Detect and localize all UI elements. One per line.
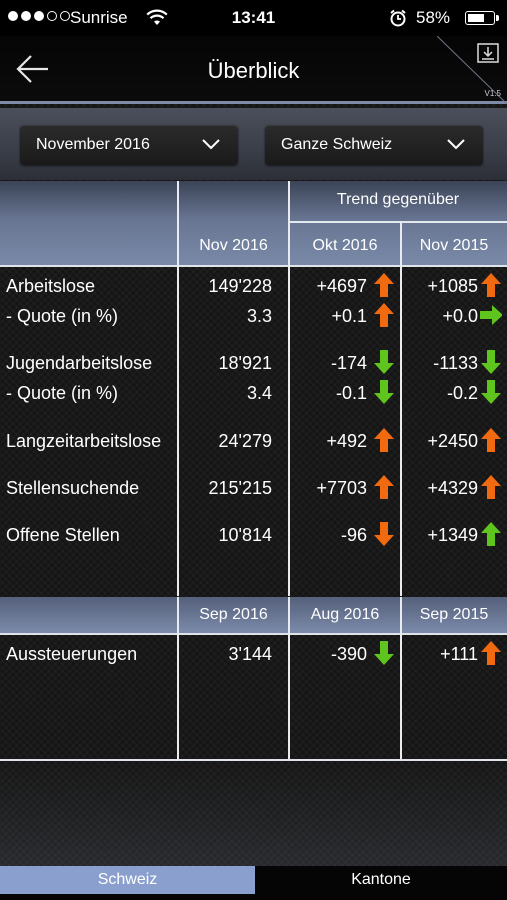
current-value: 18'921: [218, 353, 273, 373]
trend-arrow-icon: [481, 641, 501, 665]
row-label: Offene Stellen: [6, 525, 120, 545]
corner-fold: [437, 36, 507, 104]
column-header-prev-year: Nov 2015: [419, 237, 489, 254]
wifi-icon: [146, 9, 168, 25]
row-label: Aussteuerungen: [6, 644, 138, 664]
trend-arrow-icon: [374, 380, 394, 404]
app-version: V1.5: [484, 89, 501, 98]
column-header-current: Nov 2016: [199, 237, 268, 254]
row-label: Jugendarbeitslose: [6, 353, 153, 373]
trend-value-month: -0.1: [335, 383, 367, 403]
row-label: Langzeitarbeitslose: [6, 431, 162, 451]
trend-arrow-icon: [480, 305, 502, 325]
trend-value-month: +0.1: [331, 306, 367, 326]
column-divider: [400, 597, 402, 761]
trend-arrow-icon: [374, 522, 394, 546]
back-arrow-icon[interactable]: [14, 50, 52, 88]
table-bottom-divider: [0, 759, 507, 761]
trend-value-year: +4329: [427, 478, 478, 498]
tab-kantone[interactable]: Kantone: [351, 871, 411, 888]
table-subheader: Sep 2016 Aug 2016 Sep 2015: [0, 597, 507, 634]
subheader-divider: [0, 633, 507, 635]
period-dropdown[interactable]: November 2016: [20, 125, 238, 165]
column-header-prev-year: Sep 2015: [419, 606, 489, 623]
current-value: 24'279: [218, 431, 273, 451]
status-bar: Sunrise 13:41 58%: [0, 0, 507, 36]
page-title: Überblick: [207, 58, 300, 83]
trend-header: Trend gegenüber: [336, 191, 460, 208]
column-divider: [288, 181, 290, 596]
trend-arrow-icon: [481, 428, 501, 452]
trend-arrow-icon: [481, 522, 501, 546]
current-value: 3.3: [246, 306, 272, 326]
download-icon[interactable]: [477, 43, 499, 63]
trend-arrow-icon: [481, 273, 501, 297]
trend-value-month: -390: [330, 644, 367, 664]
trend-value-year: +1085: [427, 276, 478, 296]
filter-bar: November 2016 Ganze Schweiz: [0, 108, 507, 180]
trend-arrow-icon: [374, 641, 394, 665]
current-value: 10'814: [218, 525, 273, 545]
current-value: 149'228: [208, 276, 272, 296]
chevron-down-icon: [202, 139, 220, 150]
trend-value-year: +1349: [427, 525, 478, 545]
trend-divider: [289, 221, 507, 223]
trend-arrow-icon: [374, 428, 394, 452]
trend-arrow-icon: [374, 303, 394, 327]
trend-value-month: -96: [340, 525, 367, 545]
row-label: - Quote (in %): [6, 306, 119, 326]
current-value: 3'144: [228, 644, 272, 664]
trend-arrow-icon: [374, 475, 394, 499]
trend-value-year: +0.0: [442, 306, 478, 326]
trend-arrow-icon: [481, 475, 501, 499]
header-divider: [0, 265, 507, 267]
column-header-prev-month: Okt 2016: [312, 237, 378, 254]
trend-value-year: +2450: [427, 431, 478, 451]
signal-strength-icon: [8, 11, 70, 21]
region-dropdown-value: Ganze Schweiz: [281, 136, 393, 153]
trend-value-month: -174: [330, 353, 367, 373]
column-divider: [288, 597, 290, 761]
current-value: 215'215: [208, 478, 272, 498]
empty-area: [0, 761, 507, 866]
trend-value-month: +492: [326, 431, 367, 451]
current-value: 3.4: [246, 383, 272, 403]
trend-value-year: -1133: [433, 353, 478, 373]
trend-arrow-icon: [481, 380, 501, 404]
column-divider: [177, 181, 179, 596]
column-header-prev-month: Aug 2016: [310, 606, 380, 623]
region-dropdown[interactable]: Ganze Schweiz: [265, 125, 483, 165]
trend-arrow-icon: [374, 273, 394, 297]
row-label: Arbeitslose: [6, 276, 96, 296]
trend-value-year: +111: [440, 644, 478, 664]
column-divider: [400, 222, 402, 596]
row-label: Stellensuchende: [6, 478, 140, 498]
chevron-down-icon: [447, 139, 465, 150]
carrier-name: Sunrise: [70, 8, 128, 27]
overview-table: Trend gegenüber Nov 2016 Okt 2016 Nov 20…: [0, 181, 507, 761]
trend-arrow-icon: [481, 350, 501, 374]
trend-value-month: +7703: [316, 478, 367, 498]
row-label: - Quote (in %): [6, 383, 119, 403]
tab-bar: Schweiz Kantone: [0, 866, 507, 900]
alarm-clock-icon: [390, 9, 406, 27]
battery-percentage: 58%: [416, 8, 451, 27]
column-divider: [177, 597, 179, 761]
trend-value-month: +4697: [316, 276, 367, 296]
column-header-current: Sep 2016: [199, 606, 268, 623]
table-header: Trend gegenüber Nov 2016 Okt 2016 Nov 20…: [0, 181, 507, 266]
tab-schweiz[interactable]: Schweiz: [0, 866, 255, 894]
trend-value-year: -0.2: [446, 383, 478, 403]
period-dropdown-value: November 2016: [36, 136, 150, 153]
battery-icon: [465, 11, 499, 25]
navigation-bar: Überblick V1.5: [0, 36, 507, 104]
trend-arrow-icon: [374, 350, 394, 374]
